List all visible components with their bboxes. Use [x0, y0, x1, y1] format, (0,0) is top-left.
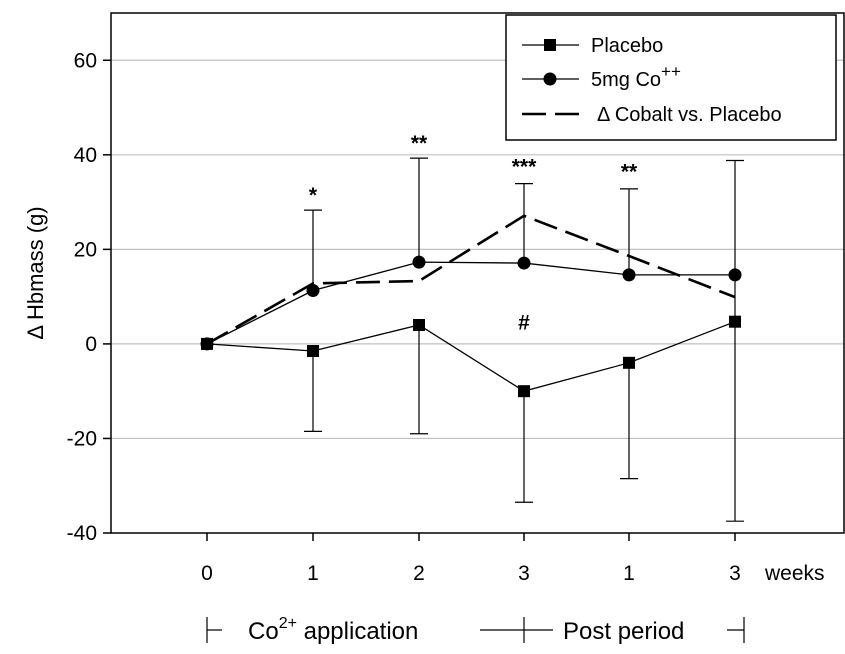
- axis-layer: -40 -20 0 20 40 60 0 1 2 3 1 3: [67, 49, 741, 585]
- y-tick-label: 0: [85, 333, 97, 356]
- significance-marker: #: [518, 312, 530, 335]
- legend-box: [505, 14, 837, 141]
- data-point-square: [518, 385, 530, 398]
- data-point-square: [413, 319, 425, 331]
- y-tick-label: 60: [74, 49, 97, 72]
- grid-layer: [111, 59, 844, 440]
- y-axis-label: Δ Hbmass (g): [23, 206, 48, 339]
- y-tick-label: -40: [67, 522, 97, 545]
- series-line-2: [206, 261, 735, 345]
- significance-marker: **: [621, 160, 638, 183]
- data-point-circle: [412, 255, 426, 269]
- legend-entry-superscript: ++: [661, 62, 681, 81]
- y-tick-label: -20: [67, 427, 97, 450]
- y-tick-label: 20: [74, 238, 97, 261]
- x-tick-label: 0: [201, 562, 213, 585]
- legend-swatch-marker: [543, 72, 557, 86]
- significance-marker: *: [309, 184, 318, 207]
- significance-marker: ***: [512, 156, 537, 179]
- x-tick-label: 1: [307, 562, 319, 585]
- data-point-square: [307, 345, 319, 357]
- x-tick-label: 3: [729, 562, 741, 585]
- marker-layer: [200, 255, 742, 398]
- data-point-circle: [517, 256, 531, 270]
- data-point-square: [729, 315, 741, 328]
- significance-marker: **: [411, 132, 428, 155]
- plot-frame: [110, 12, 845, 534]
- period-label-application: Co2+ application: [248, 615, 418, 645]
- data-point-circle: [622, 268, 636, 282]
- period-label-post: Post period: [563, 618, 684, 645]
- legend-entry-label: Placebo: [591, 35, 663, 57]
- y-tick-label: 40: [74, 144, 97, 167]
- legend-entry-label: Δ Cobalt vs. Placebo: [597, 104, 782, 126]
- x-tick-label: 2: [413, 562, 425, 585]
- series-line-1: [206, 321, 736, 392]
- data-point-circle: [200, 337, 214, 351]
- data-point-square: [623, 356, 635, 369]
- period-bar: Co2+ application Post period: [206, 615, 745, 645]
- data-point-circle: [306, 283, 320, 297]
- annotation-layer: ****** **#: [309, 132, 638, 335]
- series-layer: [206, 214, 736, 392]
- series-line-3: [206, 214, 736, 346]
- legend-swatch-marker: [544, 39, 556, 51]
- x-tick-label: 3: [518, 562, 530, 585]
- x-unit-label: weeks: [764, 562, 825, 585]
- error-bars-layer: [304, 157, 744, 522]
- x-tick-label: 1: [623, 562, 635, 585]
- data-point-circle: [728, 268, 742, 282]
